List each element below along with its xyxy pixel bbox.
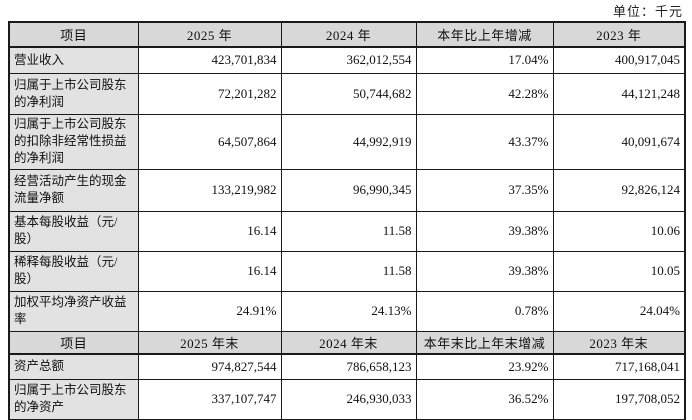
header-cell-2024: 2024 年 <box>280 21 417 48</box>
value-cell-change: 39.38% <box>415 210 554 252</box>
value-cell-2025: 16.14 <box>137 210 282 252</box>
header-cell-year-end-change: 本年末比上年末增减 <box>415 330 554 355</box>
value-cell-2023: 197,708,052 <box>552 379 686 420</box>
row-label-cell: 基本每股收益（元/股） <box>8 210 139 252</box>
value-cell-change: 36.52% <box>415 379 554 420</box>
value-cell-2023: 40,091,674 <box>552 113 686 170</box>
value-cell-2025: 337,107,747 <box>137 379 282 420</box>
value-cell-2025: 423,701,834 <box>137 46 282 74</box>
header-cell-item: 项目 <box>8 330 139 355</box>
value-cell-2023: 44,121,248 <box>552 72 686 115</box>
header-cell-2025: 2025 年 <box>137 21 282 48</box>
value-cell-2024: 24.13% <box>280 290 417 332</box>
value-cell-change: 43.37% <box>415 113 554 170</box>
value-cell-change: 42.28% <box>415 72 554 115</box>
value-cell-2024: 50,744,682 <box>280 72 417 115</box>
table-row-diluted-eps: 稀释每股收益（元/股） 16.14 11.58 39.38% 10.05 <box>8 250 686 292</box>
unit-label: 单位：千元 <box>612 4 683 19</box>
header-cell-2023: 2023 年 <box>552 21 686 48</box>
value-cell-2023: 400,917,045 <box>552 46 686 74</box>
value-cell-2023: 24.04% <box>552 290 686 332</box>
header-cell-item: 项目 <box>8 21 139 48</box>
value-cell-change: 0.78% <box>415 290 554 332</box>
value-cell-2023: 92,826,124 <box>552 168 686 212</box>
row-label-cell: 加权平均净资产收益率 <box>8 290 139 332</box>
value-cell-2024: 11.58 <box>280 210 417 252</box>
value-cell-change: 37.35% <box>415 168 554 212</box>
value-cell-2025: 72,201,282 <box>137 72 282 115</box>
table-header-annual: 项目 2025 年 2024 年 本年比上年增减 2023 年 <box>8 21 686 48</box>
table-header-year-end: 项目 2025 年末 2024 年末 本年末比上年末增减 2023 年末 <box>8 330 686 355</box>
value-cell-2024: 44,992,919 <box>280 113 417 170</box>
value-cell-2024: 246,930,033 <box>280 379 417 420</box>
value-cell-2023: 10.05 <box>552 250 686 292</box>
table-row-basic-eps: 基本每股收益（元/股） 16.14 11.58 39.38% 10.06 <box>8 210 686 252</box>
table-row-net-profit: 归属于上市公司股东的净利润 72,201,282 50,744,682 42.2… <box>8 72 686 115</box>
row-label-cell: 稀释每股收益（元/股） <box>8 250 139 292</box>
value-cell-2025: 64,507,864 <box>137 113 282 170</box>
value-cell-2024: 11.58 <box>280 250 417 292</box>
value-cell-2025: 974,827,544 <box>137 353 282 380</box>
value-cell-2025: 24.91% <box>137 290 282 332</box>
header-cell-2024-end: 2024 年末 <box>280 330 417 355</box>
row-label-cell: 归属于上市公司股东的扣除非经常性损益的净利润 <box>8 113 139 170</box>
row-label-cell: 归属于上市公司股东的净利润 <box>8 72 139 115</box>
value-cell-2023: 10.06 <box>552 210 686 252</box>
header-cell-2025-end: 2025 年末 <box>137 330 282 355</box>
row-label-cell: 资产总额 <box>8 353 139 380</box>
value-cell-2024: 786,658,123 <box>280 353 417 380</box>
value-cell-change: 23.92% <box>415 353 554 380</box>
row-label-cell: 归属于上市公司股东的净资产 <box>8 379 139 420</box>
value-cell-2024: 362,012,554 <box>280 46 417 74</box>
value-cell-2023: 717,168,041 <box>552 353 686 380</box>
value-cell-2025: 16.14 <box>137 250 282 292</box>
value-cell-change: 39.38% <box>415 250 554 292</box>
row-label-cell: 经营活动产生的现金流量净额 <box>8 168 139 212</box>
table-row-operating-revenue: 营业收入 423,701,834 362,012,554 17.04% 400,… <box>8 46 686 74</box>
value-cell-change: 17.04% <box>415 46 554 74</box>
table-row-total-assets: 资产总额 974,827,544 786,658,123 23.92% 717,… <box>8 353 686 380</box>
header-cell-2023-end: 2023 年末 <box>552 330 686 355</box>
value-cell-2024: 96,990,345 <box>280 168 417 212</box>
key-financial-data-table: 项目 2025 年 2024 年 本年比上年增减 2023 年 营业收入 423… <box>8 21 686 420</box>
header-cell-yoy-change: 本年比上年增减 <box>415 21 554 48</box>
table-row-weighted-avg-roe: 加权平均净资产收益率 24.91% 24.13% 0.78% 24.04% <box>8 290 686 332</box>
table-row-net-assets: 归属于上市公司股东的净资产 337,107,747 246,930,033 36… <box>8 379 686 420</box>
table-row-operating-cash-flow: 经营活动产生的现金流量净额 133,219,982 96,990,345 37.… <box>8 168 686 212</box>
row-label-cell: 营业收入 <box>8 46 139 74</box>
value-cell-2025: 133,219,982 <box>137 168 282 212</box>
table-row-net-profit-excl-nonrecurring: 归属于上市公司股东的扣除非经常性损益的净利润 64,507,864 44,992… <box>8 113 686 170</box>
